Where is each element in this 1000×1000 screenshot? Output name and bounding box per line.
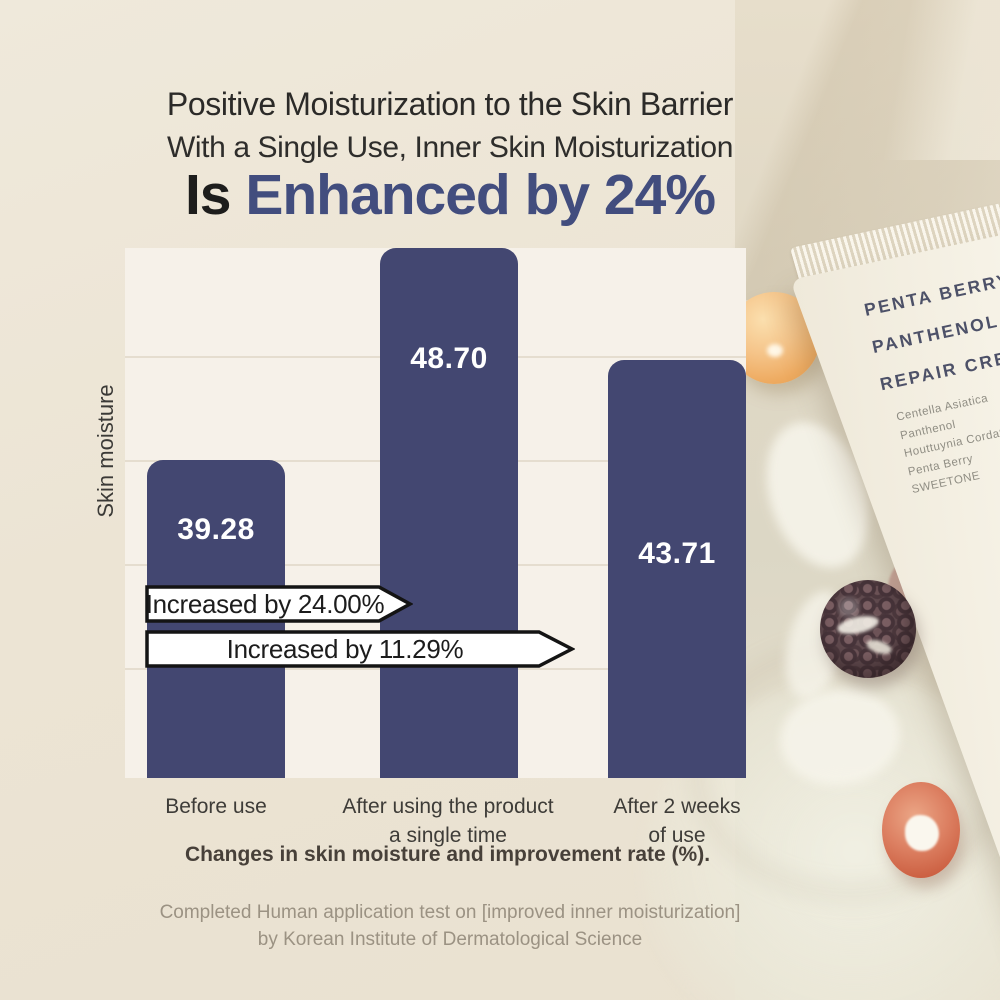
test-disclaimer: Completed Human application test on [imp… (50, 899, 850, 953)
x-tick-line: a single time (389, 824, 507, 847)
y-axis-label: Skin moisture (93, 384, 118, 518)
bar-chart: 39.28 48.70 43.71 (125, 248, 746, 778)
headline-prefix: Is (184, 163, 246, 227)
disclaimer-line-2: by Korean Institute of Dermatological Sc… (257, 929, 643, 950)
headline: Is Enhanced by 24% (0, 162, 900, 228)
x-tick-after-single-use: After using the product a single time (338, 792, 558, 850)
backdrop-highlight (860, 0, 1000, 160)
x-tick-line: of use (648, 824, 706, 847)
bar-after-single-use: 48.70 (380, 248, 518, 778)
bar-after-2-weeks: 43.71 (608, 360, 746, 778)
x-tick-line: Before use (165, 795, 267, 818)
chart-caption: Changes in skin moisture and improvement… (184, 843, 711, 866)
x-tick-line: After 2 weeks (613, 795, 741, 818)
bar-value-label: 39.28 (177, 513, 255, 546)
increase-annotation-11: Increased by 11.29% (145, 630, 575, 668)
blackberry-photo (820, 580, 916, 678)
red-berry-photo (882, 782, 960, 878)
headline-emphasis: Enhanced by 24% (245, 163, 716, 227)
bar-value-label: 43.71 (638, 537, 716, 570)
disclaimer-line-1: Completed Human application test on [imp… (159, 902, 741, 923)
banner-arrow-icon (145, 585, 413, 623)
x-tick-before-use: Before use (131, 792, 301, 821)
bar-value-label: 48.70 (410, 342, 488, 375)
banner-arrow-icon (145, 630, 575, 668)
x-tick-after-2-weeks: After 2 weeks of use (592, 792, 762, 850)
title-line-1: Positive Moisturization to the Skin Barr… (166, 86, 734, 122)
increase-annotation-text: Increased by 24.00% (145, 588, 385, 619)
title-line-2: With a Single Use, Inner Skin Moisturiza… (167, 131, 733, 164)
increase-annotation-text: Increased by 11.29% (226, 633, 464, 664)
increase-annotation-24: Increased by 24.00% (145, 585, 413, 623)
x-tick-line: After using the product (342, 795, 554, 818)
